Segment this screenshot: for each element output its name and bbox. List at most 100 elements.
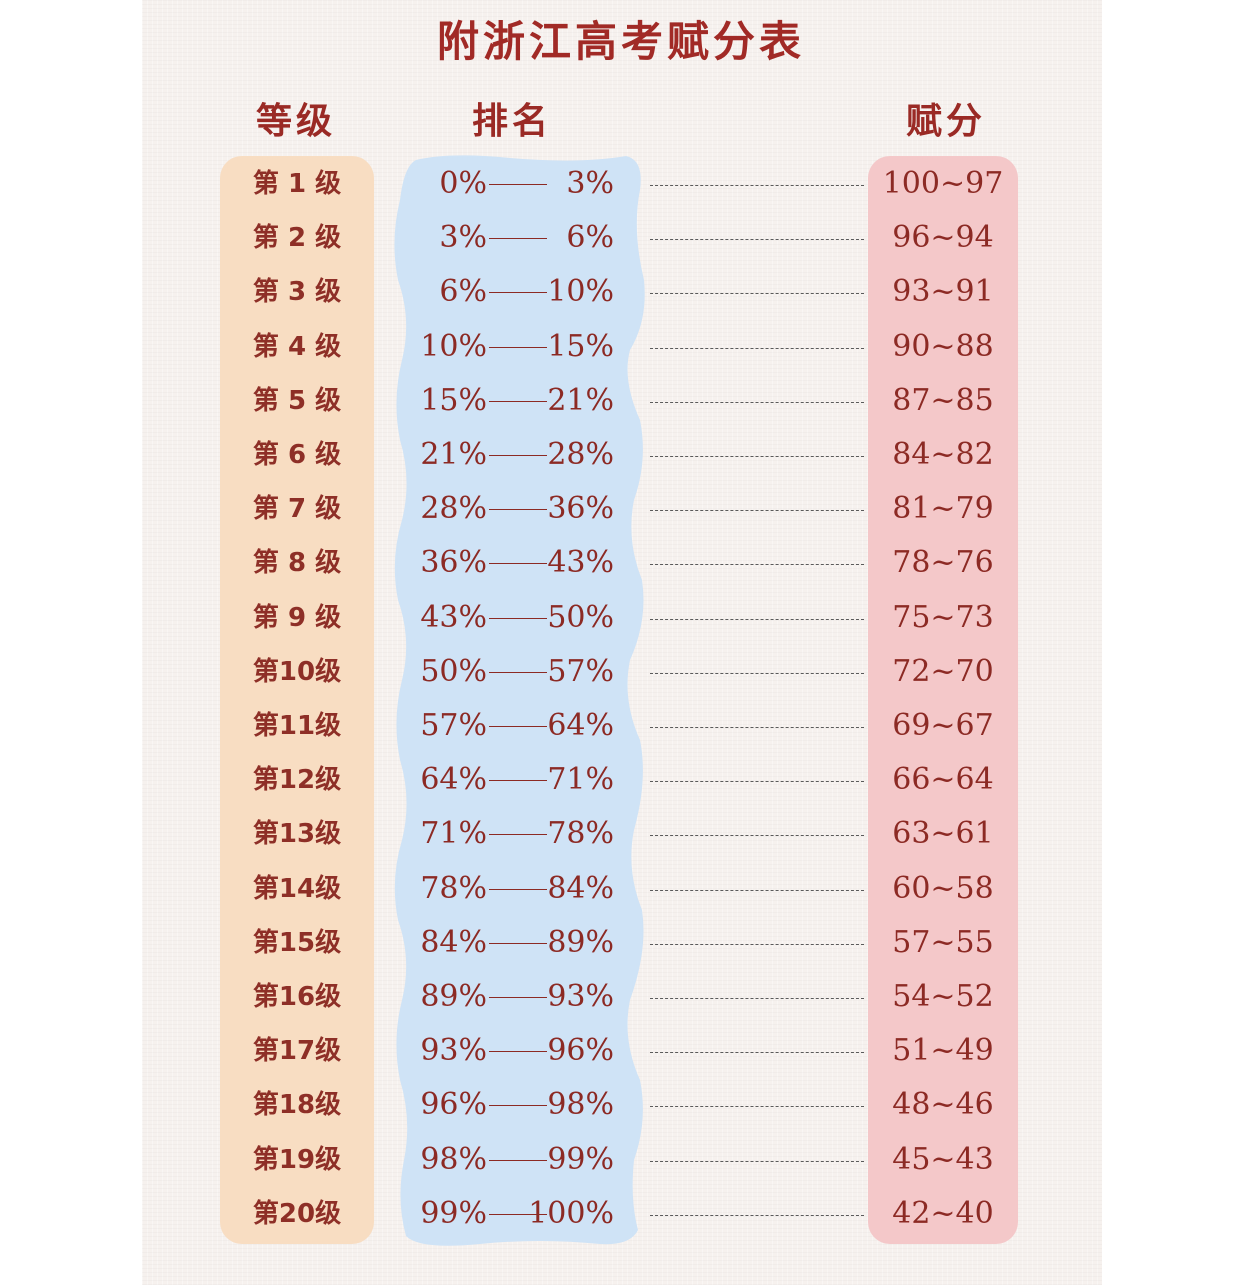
rank-from: 71% bbox=[420, 816, 487, 852]
rank-range-dash bbox=[489, 184, 547, 185]
header-rank: 排名 bbox=[472, 101, 553, 142]
grade-label: 第 9 级 bbox=[252, 602, 342, 633]
rank-range-dash bbox=[489, 726, 547, 727]
score-range: 42~40 bbox=[892, 1195, 994, 1231]
header-score: 赋分 bbox=[906, 101, 987, 142]
rank-from: 78% bbox=[420, 870, 487, 906]
table-row: 第14级 78% 84% 60~58 bbox=[0, 862, 1242, 916]
table-row: 第 6 级 21% 28% 84~82 bbox=[0, 428, 1242, 482]
table-row: 第 4 级 10% 15% 90~88 bbox=[0, 320, 1242, 374]
rank-from: 0% bbox=[439, 166, 487, 201]
rank-to: 43% bbox=[547, 545, 614, 581]
table-row: 第15级 84% 89% 57~55 bbox=[0, 916, 1242, 970]
rank-to: 71% bbox=[547, 762, 614, 798]
rank-range-dash bbox=[489, 997, 547, 998]
score-column-band bbox=[868, 156, 1018, 1244]
rank-to: 50% bbox=[547, 599, 614, 635]
table-row: 第11级 57% 64% 69~67 bbox=[0, 699, 1242, 753]
table-row: 第 1 级 0% 3% 100~97 bbox=[0, 157, 1242, 211]
rank-to: 15% bbox=[547, 328, 614, 364]
dotted-leader bbox=[650, 456, 864, 457]
table-row: 第 7 级 28% 36% 81~79 bbox=[0, 482, 1242, 536]
grade-column-band bbox=[220, 156, 374, 1244]
grade-label: 第 1 级 bbox=[252, 169, 342, 199]
score-range: 96~94 bbox=[892, 220, 994, 256]
rank-from: 43% bbox=[420, 599, 487, 635]
grade-label: 第17级 bbox=[252, 1036, 342, 1067]
grade-label: 第14级 bbox=[252, 873, 342, 904]
table-row: 第20级 99% 100% 42~40 bbox=[0, 1187, 1242, 1241]
dotted-leader bbox=[650, 347, 864, 349]
table-row: 第 3 级 6% 10% 93~91 bbox=[0, 265, 1242, 319]
rank-from: 10% bbox=[420, 328, 487, 364]
rank-to: 100% bbox=[528, 1195, 614, 1231]
rank-from: 6% bbox=[439, 274, 487, 310]
rank-range-dash bbox=[489, 888, 547, 890]
rank-from: 50% bbox=[420, 653, 487, 689]
grade-label: 第18级 bbox=[252, 1090, 342, 1121]
rank-to: 84% bbox=[547, 870, 614, 906]
rank-range-dash bbox=[489, 671, 547, 673]
rank-to: 64% bbox=[547, 708, 614, 743]
header-grade: 等级 bbox=[256, 101, 337, 142]
grade-label: 第 6 级 bbox=[252, 440, 342, 470]
rank-range-dash bbox=[489, 1051, 547, 1053]
table-row: 第 9 级 43% 50% 75~73 bbox=[0, 591, 1242, 645]
rank-from: 84% bbox=[420, 924, 487, 960]
rank-to: 89% bbox=[547, 924, 614, 960]
grade-label: 第 8 级 bbox=[252, 548, 342, 579]
score-range: 45~43 bbox=[892, 1141, 994, 1177]
table-row: 第19级 98% 99% 45~43 bbox=[0, 1133, 1242, 1187]
rank-to: 93% bbox=[547, 979, 614, 1014]
grade-label: 第 7 级 bbox=[252, 494, 342, 525]
score-range: 69~67 bbox=[892, 708, 994, 743]
rank-range-dash bbox=[489, 1213, 547, 1215]
dotted-leader bbox=[650, 889, 864, 891]
grade-label: 第10级 bbox=[252, 656, 342, 687]
rank-from: 28% bbox=[420, 491, 487, 527]
table-row: 第16级 89% 93% 54~52 bbox=[0, 970, 1242, 1024]
rank-from: 36% bbox=[420, 545, 487, 581]
table-row: 第 5 级 15% 21% 87~85 bbox=[0, 374, 1242, 428]
score-range: 51~49 bbox=[892, 1033, 994, 1069]
grade-label: 第 4 级 bbox=[252, 331, 342, 362]
table-row: 第10级 50% 57% 72~70 bbox=[0, 645, 1242, 699]
rank-to: 36% bbox=[547, 491, 614, 527]
score-range: 57~55 bbox=[892, 924, 994, 960]
rank-range-dash bbox=[489, 563, 547, 565]
rank-from: 57% bbox=[420, 708, 487, 743]
rank-from: 89% bbox=[420, 979, 487, 1014]
table-row: 第 8 级 36% 43% 78~76 bbox=[0, 536, 1242, 590]
rank-from: 64% bbox=[420, 762, 487, 798]
grade-label: 第16级 bbox=[252, 982, 342, 1012]
rank-range-dash bbox=[489, 346, 547, 348]
grade-label: 第15级 bbox=[252, 927, 342, 958]
dotted-leader bbox=[650, 185, 864, 186]
dotted-leader bbox=[650, 781, 864, 783]
rank-range-dash bbox=[489, 1159, 547, 1161]
dotted-leader bbox=[650, 293, 864, 295]
rank-to: 21% bbox=[547, 382, 614, 418]
score-range: 75~73 bbox=[892, 599, 994, 635]
score-range: 72~70 bbox=[892, 653, 994, 689]
rank-range-dash bbox=[489, 292, 547, 294]
grade-label: 第 3 级 bbox=[252, 277, 342, 308]
rank-from: 99% bbox=[420, 1195, 487, 1231]
dotted-leader bbox=[650, 943, 864, 945]
grade-label: 第13级 bbox=[252, 819, 342, 850]
dotted-leader bbox=[650, 835, 864, 837]
rank-range-dash bbox=[489, 617, 547, 619]
score-range: 87~85 bbox=[892, 382, 994, 418]
table-row: 第18级 96% 98% 48~46 bbox=[0, 1078, 1242, 1132]
table-row: 第13级 71% 78% 63~61 bbox=[0, 807, 1242, 861]
rank-range-dash bbox=[489, 455, 547, 456]
rank-to: 57% bbox=[547, 653, 614, 689]
rank-range-dash bbox=[489, 942, 547, 944]
dotted-leader bbox=[650, 1052, 864, 1054]
rank-from: 98% bbox=[420, 1141, 487, 1177]
rank-range-dash bbox=[489, 400, 547, 402]
rank-from: 15% bbox=[420, 382, 487, 418]
dotted-leader bbox=[650, 401, 864, 403]
rank-to: 98% bbox=[547, 1087, 614, 1123]
rank-to: 3% bbox=[566, 166, 614, 201]
